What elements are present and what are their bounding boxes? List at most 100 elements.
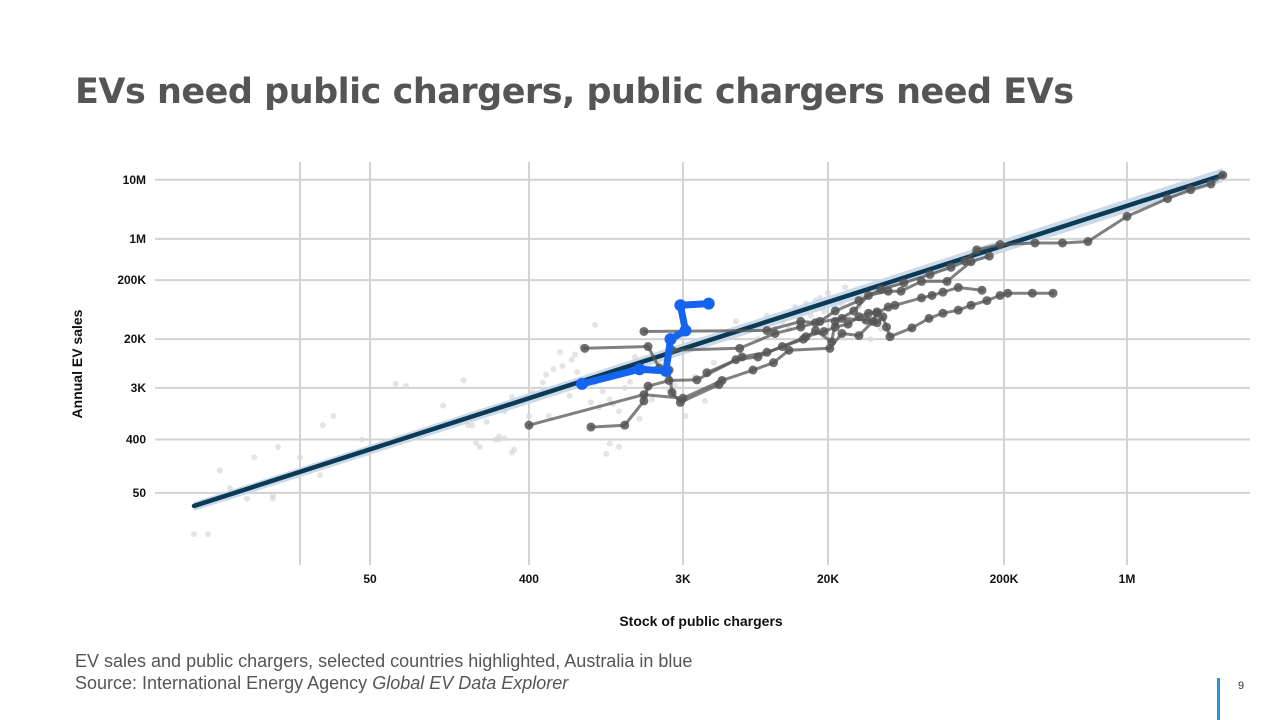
- background-point: [511, 446, 518, 453]
- highlighted-point: [702, 368, 712, 378]
- background-point: [501, 435, 508, 442]
- y-axis-title: Annual EV sales: [69, 309, 85, 418]
- highlighted-point: [1122, 211, 1132, 221]
- highlighted-point: [864, 308, 874, 318]
- highlighted-point: [977, 285, 987, 295]
- background-point: [539, 379, 546, 386]
- highlighted-point: [1186, 185, 1196, 195]
- background-point: [392, 380, 399, 387]
- highlighted-point: [984, 251, 994, 261]
- highlighted-point: [524, 420, 534, 430]
- highlighted-point: [819, 326, 829, 336]
- background-point: [556, 349, 563, 356]
- background-point: [732, 318, 739, 325]
- background-point: [648, 396, 655, 403]
- background-point: [599, 388, 606, 395]
- highlighted-point: [1003, 288, 1013, 298]
- background-point: [543, 371, 550, 378]
- highlighted-point: [953, 305, 963, 315]
- highlighted-point: [924, 313, 934, 323]
- highlighted-point: [580, 343, 590, 353]
- background-point: [842, 284, 849, 291]
- trend-line-group: [191, 168, 1225, 511]
- background-point: [275, 443, 282, 450]
- background-point: [550, 366, 557, 373]
- highlighted-point: [966, 300, 976, 310]
- background-point: [566, 392, 573, 399]
- highlighted-point: [643, 381, 653, 391]
- y-tick-label: 20K: [124, 332, 146, 346]
- tick-labels: 50 400 3K 20K 200K 1M 50 400 3K 20K 200K 1M 10M: [117, 173, 1135, 586]
- highlighted-point: [639, 326, 649, 336]
- slide-title: EVs need public chargers, public charger…: [75, 72, 1074, 112]
- background-point: [469, 422, 476, 429]
- background-point: [297, 454, 304, 461]
- background-point: [476, 443, 483, 450]
- highlighted-point: [667, 388, 677, 398]
- background-point: [525, 413, 532, 420]
- highlighted-point: [837, 313, 847, 323]
- background-point: [606, 440, 613, 447]
- australia-point: [702, 297, 715, 310]
- background-point: [701, 397, 708, 404]
- background-point: [559, 363, 566, 370]
- background-point: [319, 422, 326, 429]
- x-axis-title: Stock of public chargers: [619, 613, 783, 629]
- highlighted-point: [796, 316, 806, 326]
- highlighted-point: [1218, 170, 1228, 180]
- page-accent-bar: [1217, 678, 1220, 720]
- background-point: [216, 467, 223, 474]
- background-point: [571, 351, 578, 358]
- highlighted-point: [872, 307, 882, 317]
- x-tick-label: 400: [519, 572, 539, 586]
- highlighted-point: [960, 256, 970, 266]
- highlighted-point: [1083, 237, 1093, 247]
- background-point: [616, 443, 623, 450]
- highlighted-point: [639, 390, 649, 400]
- background-point: [606, 396, 613, 403]
- x-tick-label: 50: [363, 572, 377, 586]
- highlighted-point: [1027, 288, 1037, 298]
- highlighted-point: [1057, 238, 1067, 248]
- highlighted-series-line: [705, 310, 879, 375]
- background-point: [460, 377, 467, 384]
- background-point: [587, 399, 594, 406]
- highlighted-point: [942, 276, 952, 286]
- highlighted-point: [837, 328, 847, 338]
- trend-line: [191, 172, 1225, 509]
- y-tick-label: 3K: [131, 381, 147, 395]
- highlighted-point: [917, 293, 927, 303]
- x-tick-label: 1M: [1119, 572, 1136, 586]
- caption-description: EV sales and public chargers, selected c…: [75, 651, 693, 671]
- highlighted-point: [995, 290, 1005, 300]
- page-number: 9: [1238, 680, 1245, 692]
- highlighted-point: [972, 245, 982, 255]
- highlighted-point: [664, 375, 674, 385]
- x-tick-label: 20K: [817, 572, 839, 586]
- x-tick-label: 3K: [675, 572, 691, 586]
- highlighted-point: [927, 290, 937, 300]
- y-tick-label: 200K: [117, 273, 146, 287]
- background-point: [226, 485, 233, 492]
- background-point: [616, 408, 623, 415]
- background-point: [191, 531, 198, 538]
- highlighted-point: [982, 296, 992, 306]
- highlighted-point: [639, 396, 649, 406]
- highlighted-point: [692, 375, 702, 385]
- australia-point: [633, 363, 646, 376]
- background-point: [472, 439, 479, 446]
- highlighted-point: [995, 240, 1005, 250]
- background-point: [440, 402, 447, 409]
- highlighted-series-line: [670, 173, 1225, 352]
- highlighted-point: [1206, 179, 1216, 189]
- highlighted-point: [586, 422, 596, 432]
- australia-point: [664, 333, 677, 346]
- highlighted-point: [885, 332, 895, 342]
- highlighted-point: [801, 332, 811, 342]
- highlighted-point: [843, 319, 853, 329]
- background-point: [317, 472, 324, 479]
- highlighted-point: [849, 306, 859, 316]
- background-point: [682, 413, 689, 420]
- highlighted-point: [717, 375, 727, 385]
- background-point: [495, 433, 502, 440]
